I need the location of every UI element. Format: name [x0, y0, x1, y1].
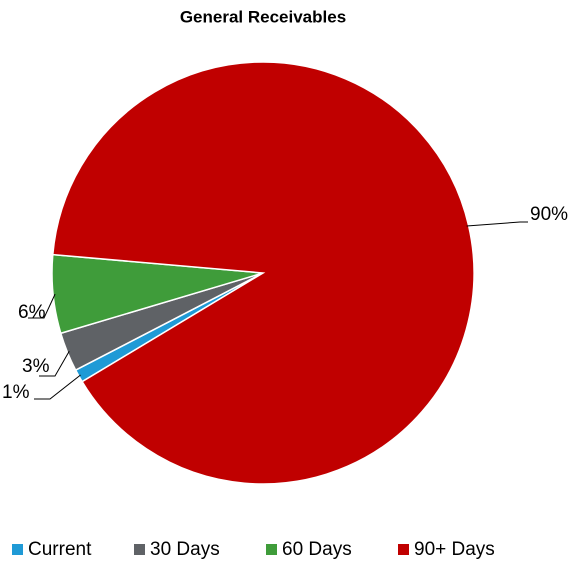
data-label: 3%	[22, 356, 50, 377]
leader-line	[34, 374, 81, 400]
chart-title: General Receivables	[180, 7, 346, 26]
legend-label: 60 Days	[282, 539, 352, 560]
legend-label: 90+ Days	[414, 539, 495, 560]
legend-label: 30 Days	[150, 539, 220, 560]
data-label: 6%	[18, 302, 46, 323]
data-label: 1%	[2, 382, 30, 403]
data-label: 90%	[530, 204, 568, 225]
legend-swatch	[134, 544, 145, 555]
legend-swatch	[12, 544, 23, 555]
leader-line	[466, 221, 528, 227]
legend-swatch	[266, 544, 277, 555]
leader-line	[28, 293, 56, 319]
legend-swatch	[398, 544, 409, 555]
leader-line	[39, 351, 70, 377]
legend-label: Current	[28, 539, 92, 560]
